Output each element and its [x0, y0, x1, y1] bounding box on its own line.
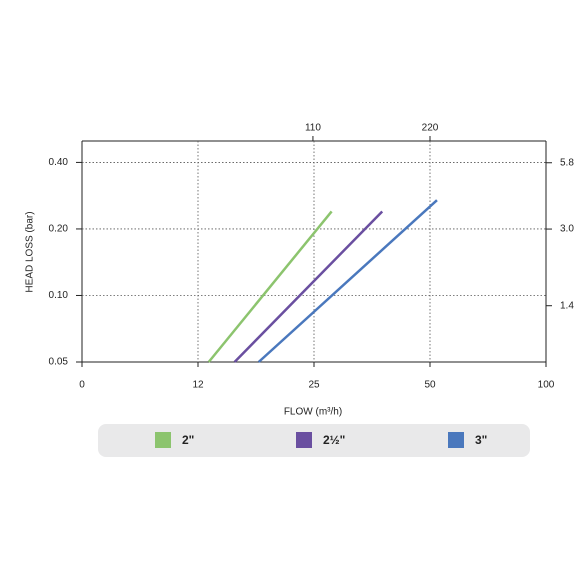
x-tick-label: 0	[79, 380, 85, 391]
legend-label: 2½"	[323, 433, 345, 447]
series-line	[257, 199, 438, 363]
y-tick-label: 0.05	[49, 357, 69, 368]
legend-box	[98, 424, 530, 457]
y2-tick-label: 5.8	[560, 157, 574, 168]
y-tick-label: 0.10	[49, 290, 69, 301]
series-line	[233, 210, 384, 363]
legend-label: 3"	[475, 433, 487, 447]
y2-tick-label: 3.0	[560, 224, 574, 235]
x2-tick-label: 220	[422, 123, 439, 134]
legend-label: 2"	[182, 433, 194, 447]
series-line	[207, 210, 333, 363]
y-axis-label: HEAD LOSS (bar)	[25, 211, 36, 292]
x-tick-label: 100	[538, 380, 555, 391]
y-tick-label: 0.40	[49, 157, 69, 168]
x-tick-label: 12	[192, 380, 204, 391]
x2-tick-label: 110	[305, 123, 321, 134]
y-tick-label: 0.20	[49, 224, 69, 235]
x-axis-label: FLOW (m³/h)	[284, 407, 342, 418]
x-tick-label: 25	[308, 380, 320, 391]
legend-swatch	[296, 432, 312, 448]
legend-swatch	[155, 432, 171, 448]
x-tick-label: 50	[424, 380, 436, 391]
y2-tick-label: 1.4	[560, 300, 574, 311]
legend-swatch	[448, 432, 464, 448]
